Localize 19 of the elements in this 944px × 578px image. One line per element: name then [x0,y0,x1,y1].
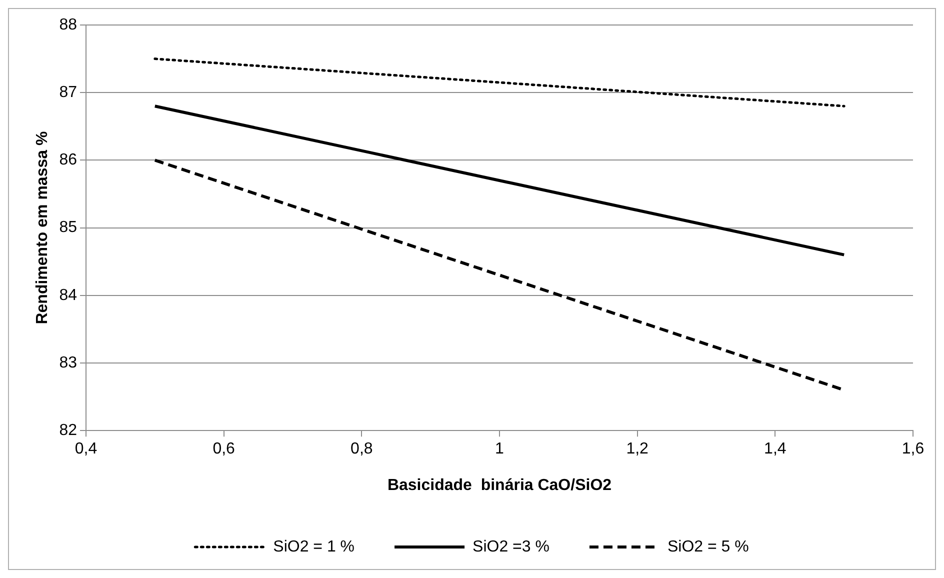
x-tick-label: 1 [495,440,504,458]
y-tick-label: 84 [59,286,78,304]
x-tick-label: 1,2 [626,440,649,458]
y-tick-label: 82 [59,422,78,440]
legend-label: SiO2 =3 % [472,538,550,556]
x-tick-label: 1,6 [902,440,924,458]
x-tick-label: 0,4 [74,440,98,458]
x-tick-label: 1,4 [764,440,786,458]
y-axis-title: Rendimento em massa % [34,131,52,324]
y-tick-label: 86 [59,152,78,169]
y-tick-label: 83 [59,354,78,372]
legend-label: SiO2 = 5 % [667,538,749,556]
legend-label: SiO2 = 1 % [273,538,355,556]
y-tick-label: 87 [59,84,78,102]
x-tick-label: 0,6 [212,440,236,458]
y-tick-label: 88 [59,16,78,34]
x-axis-title: Basicidade binária CaO/SiO2 [387,476,612,494]
x-tick-label: 0,8 [350,440,373,458]
y-tick-label: 85 [59,219,78,236]
